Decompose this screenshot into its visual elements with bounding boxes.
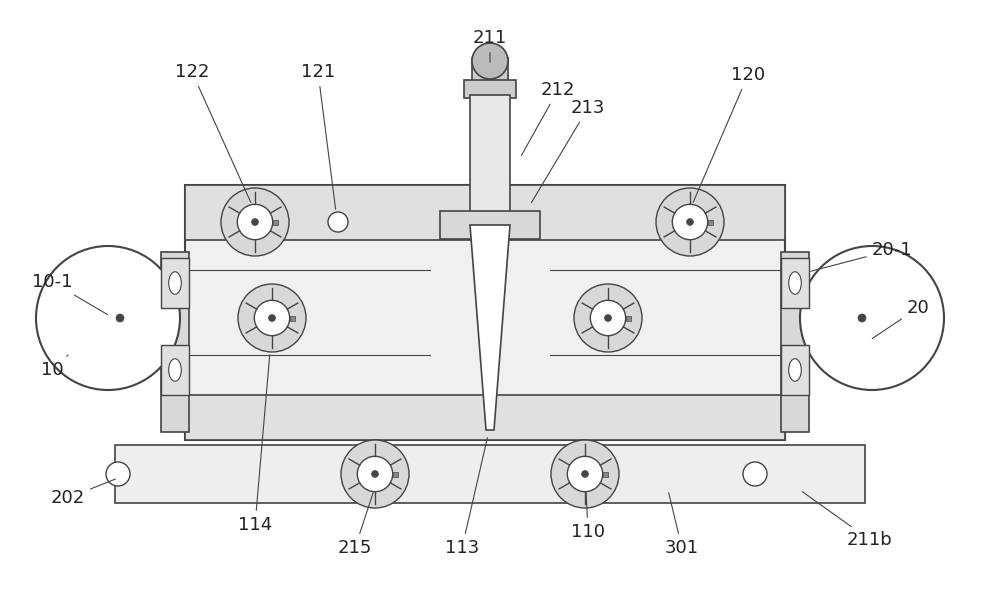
- Circle shape: [582, 470, 588, 477]
- Circle shape: [590, 300, 626, 336]
- Circle shape: [36, 246, 180, 390]
- Bar: [273, 220, 278, 224]
- Circle shape: [574, 284, 642, 352]
- Bar: [185, 185, 785, 240]
- Bar: [626, 315, 631, 320]
- Circle shape: [672, 204, 708, 240]
- Text: 20: 20: [872, 299, 929, 338]
- Circle shape: [551, 440, 619, 508]
- Bar: [115, 445, 865, 503]
- Bar: [290, 315, 295, 320]
- Bar: [185, 395, 785, 440]
- Bar: [161, 345, 189, 395]
- Bar: [708, 220, 713, 224]
- Circle shape: [328, 212, 348, 232]
- Ellipse shape: [789, 359, 801, 381]
- Bar: [185, 185, 785, 440]
- Text: 215: 215: [338, 493, 373, 557]
- Circle shape: [237, 204, 273, 240]
- Circle shape: [357, 456, 393, 491]
- Ellipse shape: [169, 272, 181, 294]
- Text: 10-1: 10-1: [32, 273, 108, 315]
- Bar: [470, 95, 510, 225]
- Bar: [603, 472, 608, 477]
- Circle shape: [605, 315, 611, 322]
- Text: 120: 120: [693, 66, 765, 202]
- Text: 110: 110: [571, 493, 605, 541]
- Polygon shape: [470, 225, 510, 430]
- Bar: [472, 58, 508, 83]
- Text: 10: 10: [41, 355, 68, 379]
- Circle shape: [472, 43, 508, 79]
- Text: 211: 211: [473, 29, 507, 62]
- Circle shape: [480, 308, 500, 328]
- Circle shape: [372, 470, 378, 477]
- Circle shape: [116, 314, 124, 322]
- Bar: [393, 472, 398, 477]
- Circle shape: [252, 218, 258, 226]
- Circle shape: [656, 188, 724, 256]
- Circle shape: [800, 246, 944, 390]
- Circle shape: [567, 456, 603, 491]
- Circle shape: [254, 300, 290, 336]
- Ellipse shape: [789, 272, 801, 294]
- Text: 301: 301: [665, 493, 699, 557]
- Circle shape: [687, 218, 693, 226]
- Bar: [161, 252, 189, 432]
- Text: 122: 122: [175, 63, 251, 202]
- Bar: [464, 80, 516, 98]
- Circle shape: [221, 188, 289, 256]
- Circle shape: [743, 462, 767, 486]
- Bar: [440, 211, 540, 239]
- Bar: [781, 258, 809, 308]
- Bar: [781, 345, 809, 395]
- Circle shape: [106, 462, 130, 486]
- Text: 20-1: 20-1: [811, 241, 912, 271]
- Circle shape: [269, 315, 275, 322]
- Ellipse shape: [169, 359, 181, 381]
- Circle shape: [341, 440, 409, 508]
- Circle shape: [238, 284, 306, 352]
- Text: 202: 202: [51, 479, 115, 507]
- Text: 212: 212: [521, 81, 575, 156]
- Text: 121: 121: [301, 63, 336, 209]
- Text: 113: 113: [445, 438, 487, 557]
- Text: 114: 114: [238, 355, 272, 534]
- Circle shape: [480, 260, 500, 280]
- Circle shape: [858, 314, 866, 322]
- Bar: [781, 252, 809, 432]
- Text: 213: 213: [531, 99, 605, 202]
- Bar: [161, 258, 189, 308]
- Text: 211b: 211b: [802, 491, 893, 549]
